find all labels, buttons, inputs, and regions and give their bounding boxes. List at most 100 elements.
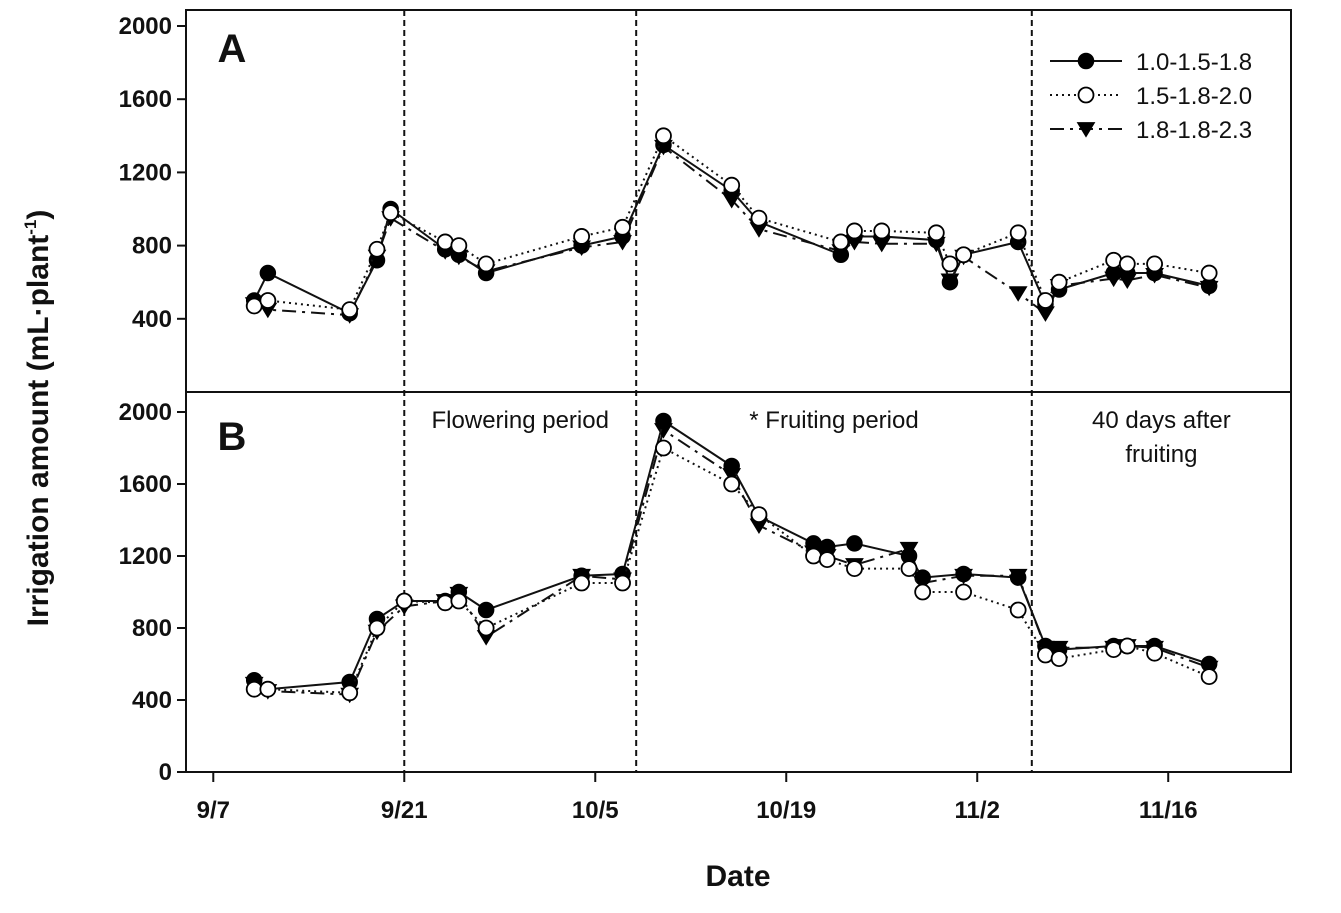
point-A-1-17 — [941, 255, 959, 273]
period-label-2-line-0: 40 days after — [1092, 407, 1231, 434]
point-A-1-11 — [723, 176, 741, 194]
legend-marker-0 — [1077, 52, 1095, 70]
panel-letter-B: B — [218, 415, 247, 459]
point-B-1-11 — [723, 475, 741, 493]
point-B-0-18 — [955, 565, 972, 583]
x-axis-title: Date — [705, 860, 770, 893]
point-B-1-18 — [955, 583, 972, 601]
y-tick-label-B-0: 0 — [159, 759, 172, 786]
y-axis-title: Irrigation amount (mL·plant-1) — [21, 210, 55, 627]
series-B-0 — [245, 412, 1218, 698]
period-separators — [403, 10, 1033, 772]
point-A-1-2 — [341, 301, 359, 319]
point-A-1-5 — [436, 233, 454, 251]
point-B-1-16 — [900, 560, 918, 577]
series-A-0 — [245, 136, 1218, 322]
point-B-1-2 — [341, 684, 359, 702]
point-A-1-7 — [477, 255, 495, 273]
point-B-0-17 — [914, 569, 931, 586]
point-B-0-10 — [655, 412, 672, 430]
point-B-1-13 — [805, 547, 822, 565]
point-A-1-18 — [955, 246, 972, 264]
panel-frame-A — [185, 9, 1292, 393]
point-B-1-15 — [846, 560, 863, 577]
series-B-1 — [245, 439, 1218, 702]
point-B-0-7 — [477, 601, 495, 619]
x-tick-label-10/5: 10/5 — [572, 797, 619, 824]
point-A-1-12 — [750, 209, 768, 227]
point-B-0-11 — [723, 457, 740, 475]
series-A-2 — [244, 139, 1219, 324]
point-B-1-1 — [259, 680, 277, 698]
legend-marker-1 — [1077, 86, 1095, 104]
x-tick-label-11/16: 11/16 — [1139, 797, 1198, 824]
point-B-1-25 — [1200, 668, 1218, 685]
point-B-1-14 — [818, 551, 836, 568]
period-label-2-line-1: fruiting — [1125, 441, 1197, 468]
legend-label-1: 1.5-1.8-2.0 — [1136, 83, 1252, 110]
y-tick-label-A-1600: 1600 — [119, 86, 172, 113]
point-B-1-8 — [573, 574, 591, 592]
point-B-1-21 — [1050, 650, 1068, 667]
point-A-1-24 — [1146, 255, 1163, 273]
panel-letter-A: A — [218, 27, 247, 71]
legend-label-0: 1.0-1.5-1.8 — [1136, 49, 1252, 76]
point-A-1-14 — [846, 222, 863, 240]
point-A-0-17 — [941, 273, 959, 291]
x-tick-label-11/2: 11/2 — [955, 797, 1000, 824]
axis-ticks — [177, 25, 1170, 782]
point-A-0-1 — [259, 264, 277, 282]
point-B-1-10 — [655, 439, 672, 457]
point-A-1-13 — [832, 233, 850, 251]
point-A-1-8 — [573, 228, 591, 245]
series-layer — [244, 127, 1219, 704]
plot-frames — [185, 9, 1292, 773]
y-tick-label-A-800: 800 — [132, 233, 172, 260]
point-B-1-9 — [614, 574, 631, 592]
x-tick-label-10/19: 10/19 — [756, 797, 816, 824]
y-tick-label-B-800: 800 — [132, 615, 172, 642]
point-B-1-7 — [477, 619, 495, 637]
panel-frame-B — [185, 391, 1292, 773]
point-A-1-6 — [450, 237, 468, 255]
y-tick-label-A-1200: 1200 — [119, 159, 172, 186]
point-A-1-10 — [655, 127, 672, 145]
point-B-1-24 — [1146, 644, 1163, 662]
y-tick-label-B-400: 400 — [132, 687, 172, 714]
point-B-1-4 — [395, 592, 413, 610]
point-B-1-22 — [1105, 641, 1123, 658]
point-B-0-19 — [1009, 569, 1027, 586]
point-A-1-19 — [1009, 224, 1027, 242]
point-A-1-25 — [1200, 264, 1218, 282]
point-A-1-15 — [873, 222, 891, 240]
point-A-1-9 — [614, 218, 631, 236]
point-B-1-3 — [368, 619, 386, 637]
y-tick-label-A-400: 400 — [132, 306, 172, 333]
y-tick-label-B-1200: 1200 — [119, 543, 172, 570]
y-tick-label-A-2000: 2000 — [119, 13, 172, 40]
legend-label-2: 1.8-1.8-2.3 — [1136, 117, 1252, 144]
point-A-1-21 — [1050, 273, 1068, 291]
legend: 1.0-1.5-1.8 1.5-1.8-2.0 1.8-1.8-2.3 — [1050, 49, 1252, 144]
text-labels: 400 800 1200 1600 2000 0 400 800 1200 1600 2000 9/7… — [21, 13, 1231, 893]
series-A-1 — [245, 127, 1218, 319]
point-A-1-4 — [382, 204, 400, 222]
point-B-1-5 — [436, 594, 454, 612]
period-label-1-line-0: * Fruiting period — [749, 407, 918, 434]
y-tick-label-B-2000: 2000 — [119, 399, 172, 426]
point-A-1-1 — [259, 292, 277, 309]
point-A-1-22 — [1105, 251, 1123, 269]
point-A-1-16 — [927, 224, 945, 242]
x-tick-label-9/21: 9/21 — [381, 797, 428, 824]
point-B-1-12 — [750, 506, 768, 523]
point-A-1-23 — [1118, 255, 1136, 273]
y-tick-label-B-1600: 1600 — [119, 471, 172, 498]
point-B-1-17 — [914, 583, 932, 601]
point-A-2-19 — [1008, 286, 1028, 302]
point-B-1-23 — [1118, 637, 1136, 655]
point-B-1-6 — [450, 592, 468, 610]
point-B-1-20 — [1037, 646, 1054, 664]
point-B-0-15 — [846, 535, 863, 552]
period-label-0-line-0: Flowering period — [432, 407, 609, 434]
